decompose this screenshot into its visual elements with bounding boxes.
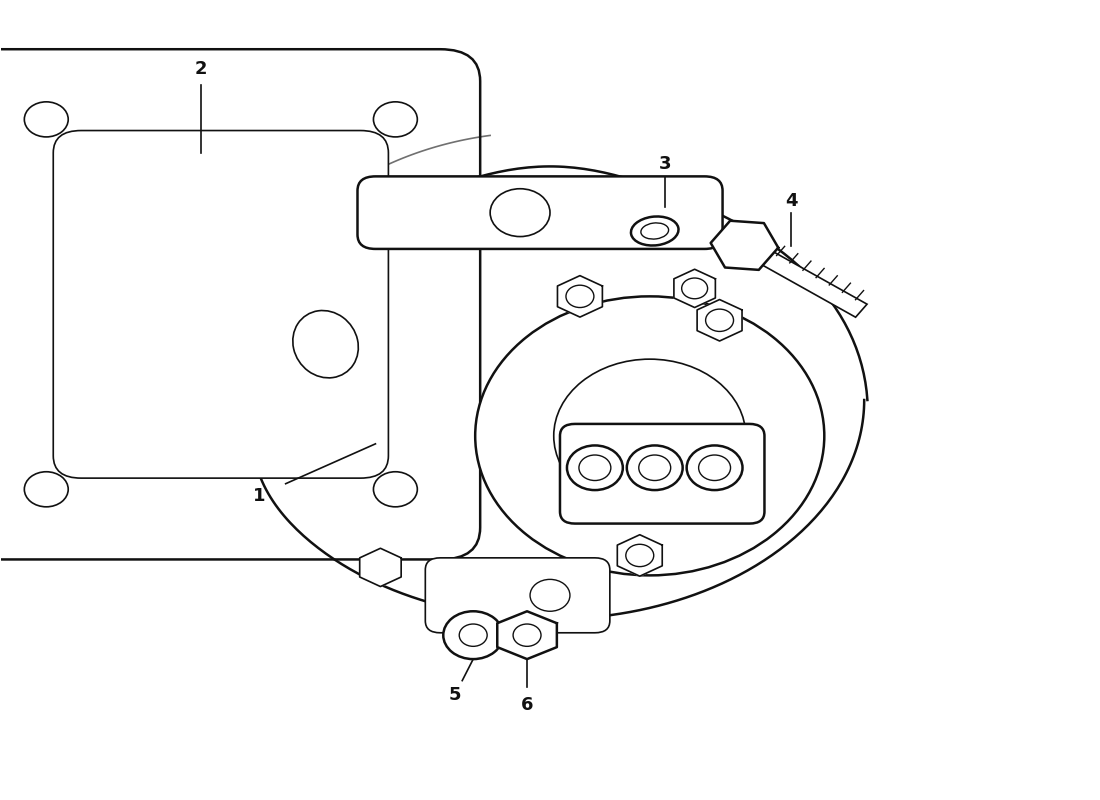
Circle shape: [553, 359, 746, 513]
Circle shape: [373, 102, 417, 137]
FancyBboxPatch shape: [358, 176, 723, 249]
Text: 5: 5: [449, 686, 462, 704]
Polygon shape: [558, 276, 603, 317]
Circle shape: [24, 102, 68, 137]
Circle shape: [639, 455, 671, 481]
Circle shape: [566, 446, 623, 490]
Circle shape: [24, 472, 68, 507]
FancyBboxPatch shape: [0, 50, 481, 559]
Polygon shape: [697, 299, 742, 341]
Text: 1: 1: [253, 486, 265, 505]
Text: a passion for parts: a passion for parts: [478, 538, 682, 621]
Ellipse shape: [631, 217, 679, 246]
Circle shape: [566, 285, 594, 307]
Polygon shape: [360, 548, 401, 586]
Ellipse shape: [293, 310, 359, 378]
Circle shape: [443, 611, 503, 659]
Polygon shape: [674, 270, 715, 307]
Text: 4: 4: [785, 192, 798, 210]
Circle shape: [705, 309, 734, 331]
Circle shape: [626, 544, 653, 566]
Text: 185: 185: [771, 390, 867, 458]
Circle shape: [579, 455, 610, 481]
Text: 3: 3: [659, 155, 671, 173]
Polygon shape: [761, 251, 867, 318]
Polygon shape: [711, 221, 779, 270]
Circle shape: [698, 455, 730, 481]
Polygon shape: [497, 611, 557, 659]
Circle shape: [682, 278, 707, 298]
FancyBboxPatch shape: [53, 130, 388, 478]
Circle shape: [530, 579, 570, 611]
Text: 6: 6: [520, 695, 534, 714]
FancyBboxPatch shape: [560, 424, 764, 523]
Circle shape: [627, 446, 683, 490]
Circle shape: [475, 296, 824, 575]
Circle shape: [686, 446, 742, 490]
Text: 2: 2: [195, 60, 207, 78]
Text: parts: parts: [364, 396, 675, 579]
FancyBboxPatch shape: [426, 558, 609, 633]
Polygon shape: [617, 534, 662, 576]
Circle shape: [513, 624, 541, 646]
Polygon shape: [251, 166, 868, 619]
Circle shape: [459, 624, 487, 646]
Text: euro: euro: [163, 298, 438, 470]
Circle shape: [373, 472, 417, 507]
Ellipse shape: [641, 223, 669, 239]
Circle shape: [491, 189, 550, 237]
